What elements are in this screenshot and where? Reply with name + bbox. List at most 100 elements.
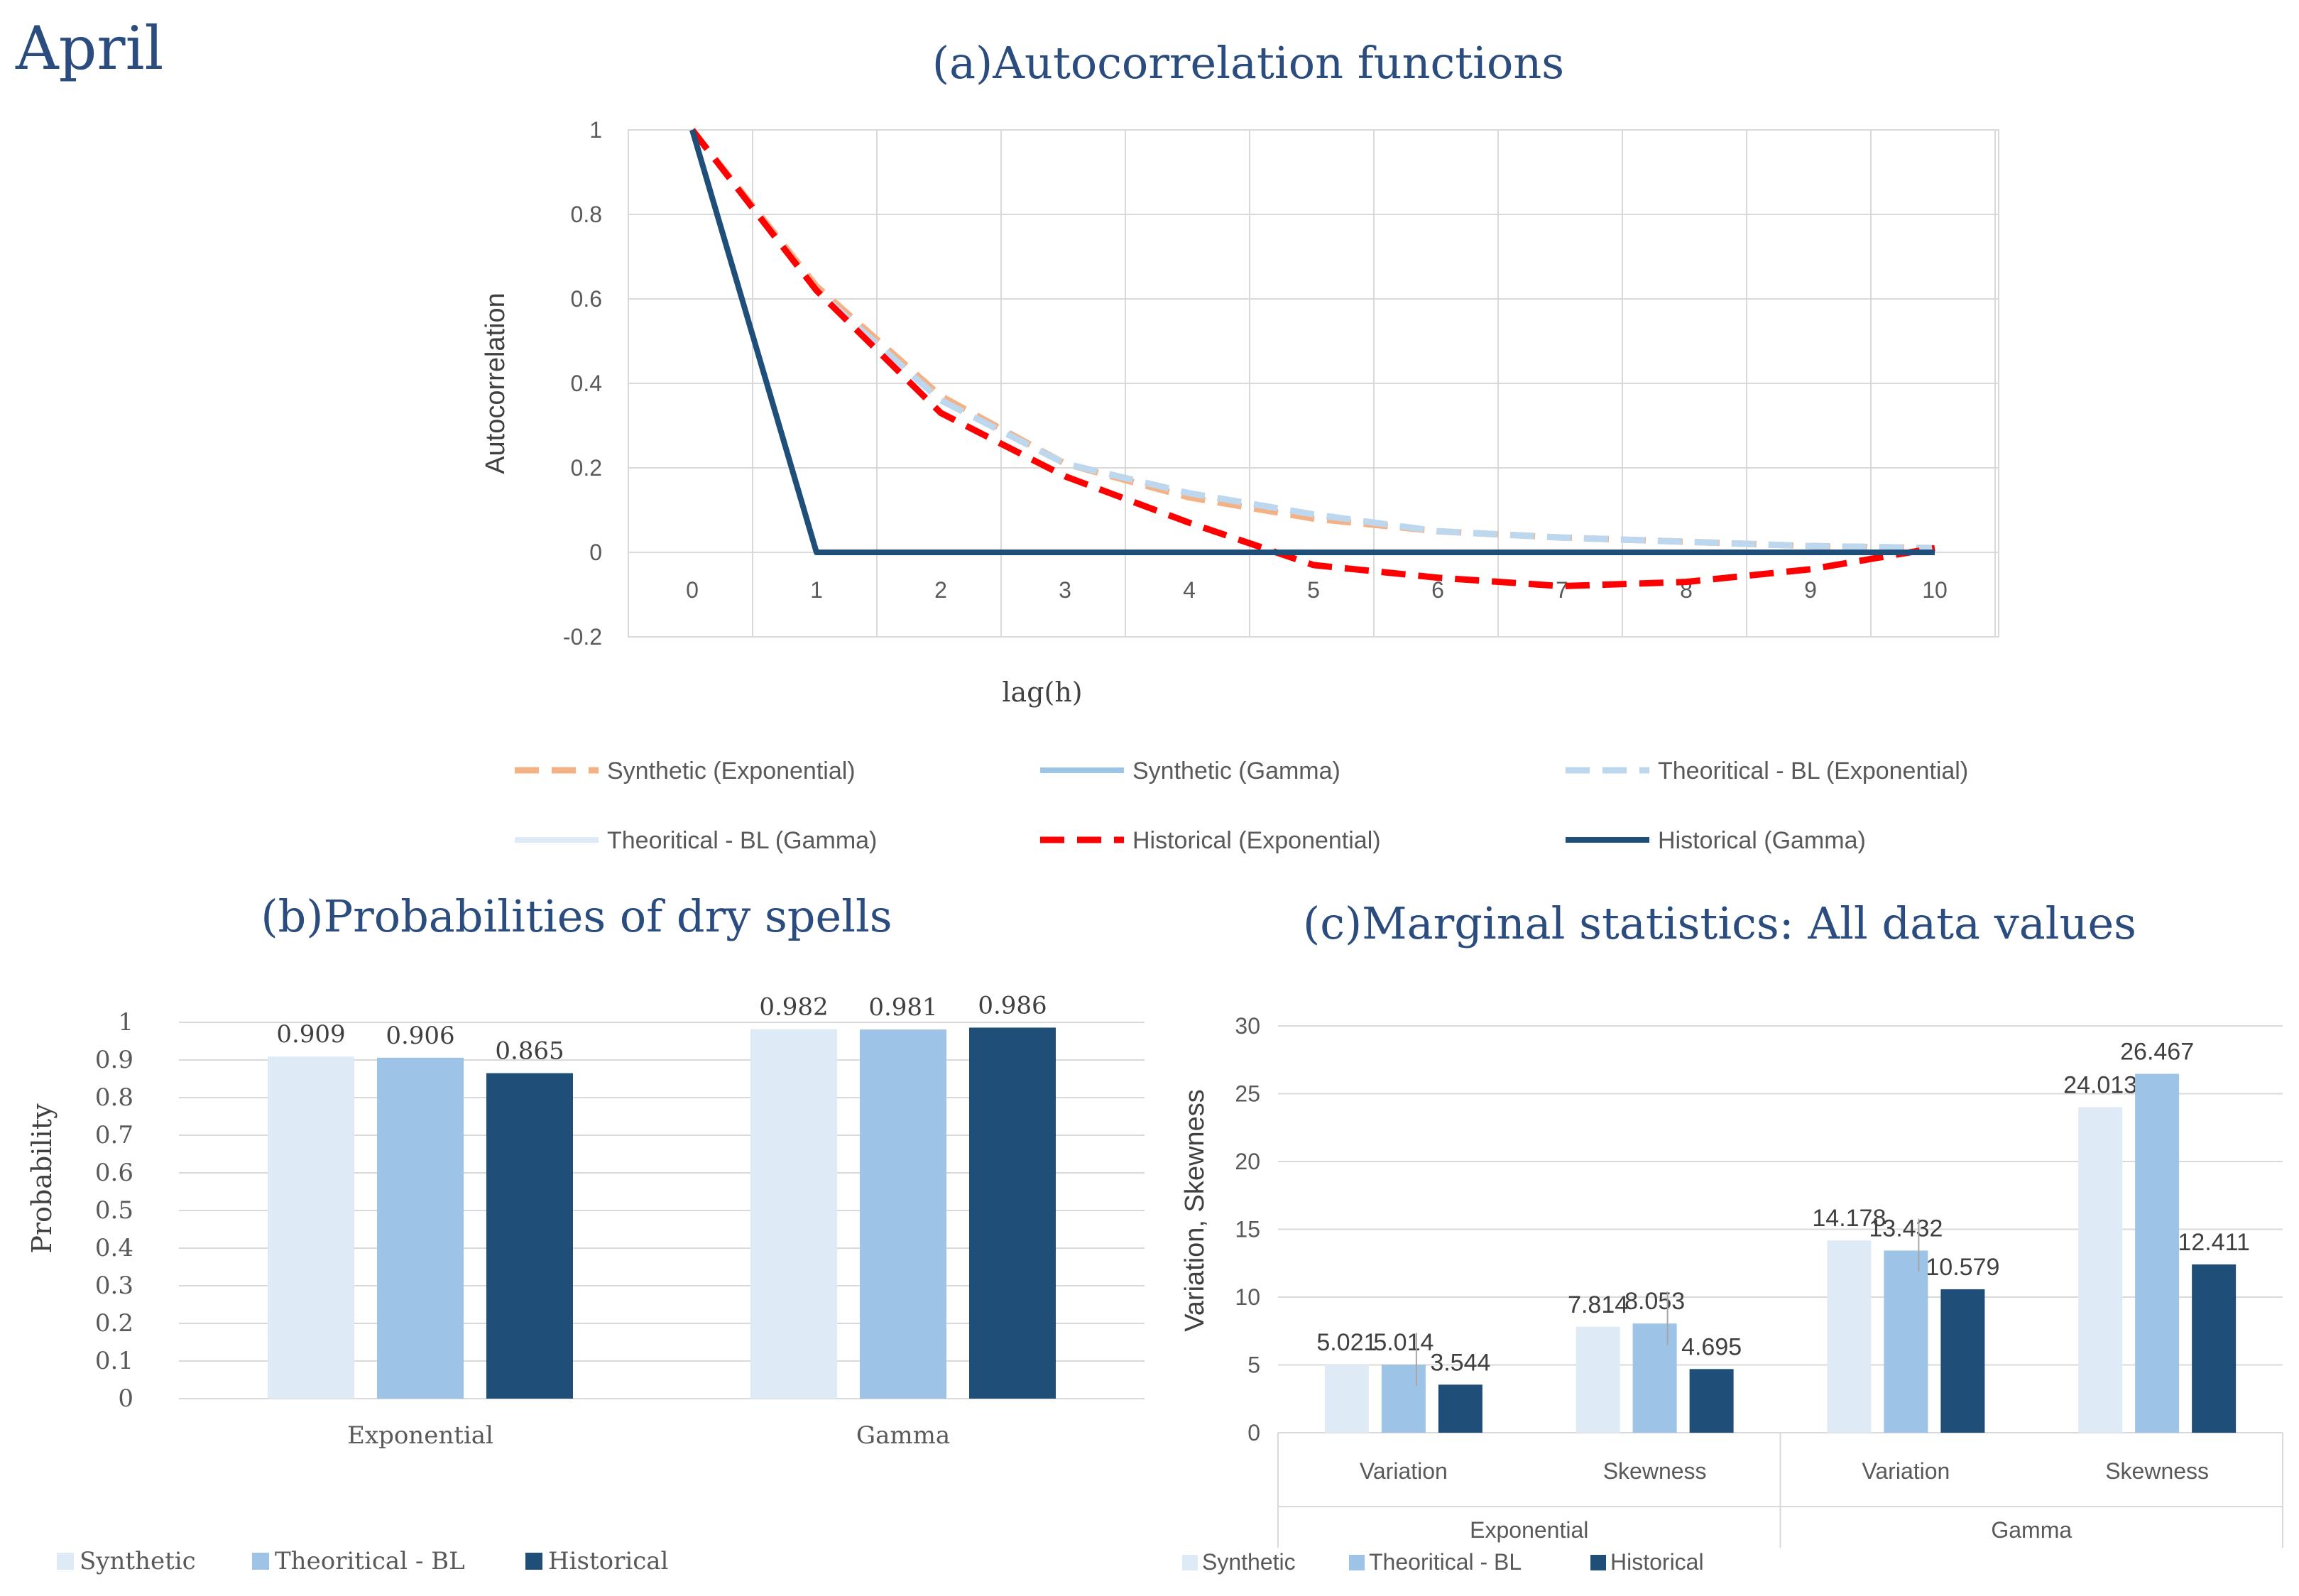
- panel-a-y-tick-label: 1: [589, 117, 602, 143]
- panel-c-bar: [1689, 1369, 1734, 1433]
- panel-c-bar: [2192, 1264, 2237, 1433]
- panel-b-category-label: Exponential: [347, 1421, 493, 1450]
- panel-b-legend-swatch: [252, 1553, 269, 1570]
- panel-b-legend-label: Theoritical - BL: [275, 1547, 465, 1575]
- panel-c-data-label: 13.432: [1869, 1215, 1943, 1242]
- panel-a-legend-label: Theoritical - BL (Gamma): [607, 827, 877, 854]
- panel-b-bar: [486, 1073, 573, 1399]
- panel-c-label: (c): [1303, 897, 1362, 949]
- panel-c-y-axis-title: Variation, Skewness: [1180, 1089, 1210, 1331]
- panel-c-y-tick-label: 15: [1235, 1217, 1260, 1242]
- panel-a-y-tick-label: 0.8: [571, 202, 602, 227]
- panel-b-legend-swatch: [57, 1553, 74, 1570]
- panel-c-data-label: 26.467: [2120, 1038, 2194, 1065]
- panel-c-y-tick-label: 25: [1235, 1081, 1260, 1107]
- panel-a-series-line-3: [689, 128, 1935, 552]
- panel-b-y-tick-label: 0.8: [95, 1083, 133, 1112]
- panel-c-bar: [1324, 1365, 1369, 1433]
- panel-b-y-tick-label: 0.7: [95, 1121, 133, 1149]
- panel-a-legend-label: Synthetic (Exponential): [607, 758, 856, 785]
- panel-c-bar: [1884, 1250, 1928, 1433]
- panel-a-x-axis-title: lag(h): [1002, 677, 1082, 708]
- panel-b-data-label: 0.986: [978, 991, 1047, 1020]
- panel-b-data-label: 0.906: [386, 1022, 454, 1050]
- panel-a-legend-label: Historical (Exponential): [1132, 827, 1381, 854]
- panel-a-y-tick-label: 0.6: [571, 286, 602, 312]
- panel-a-label: (a): [932, 37, 993, 89]
- panel-a-y-tick-label: 0.2: [571, 455, 602, 481]
- panel-c-group-label: Gamma: [1991, 1517, 2072, 1543]
- panel-c-legend: Synthetic Theoritical - BL Historical: [1182, 1549, 1704, 1575]
- panel-b-y-tick-label: 0.1: [95, 1347, 133, 1375]
- panel-a-x-tick-label: 9: [1804, 577, 1817, 603]
- panel-c-category-label: Variation: [1862, 1458, 1950, 1484]
- panel-c-group-label: Exponential: [1470, 1517, 1588, 1543]
- panel-b-y-ticks: 0 0.1 0.2 0.3 0.4 0.5 0.6 0.7 0.8 0.9 1: [95, 1008, 133, 1413]
- panel-b-y-tick-label: 0: [118, 1384, 133, 1413]
- panel-c-bar: [1381, 1365, 1426, 1433]
- panel-c-bar: [2078, 1107, 2123, 1433]
- panel-c-legend-swatch: [1590, 1555, 1606, 1570]
- panel-a: (a)Autocorrelation functions -0.2 0 0.2 0.4…: [481, 37, 1999, 854]
- panel-b-y-tick-label: 0.2: [95, 1309, 133, 1338]
- panel-a-y-tick-label: 0.4: [571, 371, 602, 396]
- panel-c-legend-label: Synthetic: [1202, 1549, 1296, 1575]
- panel-a-plot-frame: [628, 129, 1999, 638]
- panel-b-title-text: Probabilities of dry spells: [323, 890, 892, 942]
- panel-a-gridlines: [628, 129, 1999, 638]
- panel-c-data-label: 3.544: [1430, 1349, 1490, 1376]
- panel-c-legend-swatch: [1349, 1555, 1365, 1570]
- panel-a-x-tick-label: 7: [1556, 577, 1568, 603]
- panel-c-y-ticks: 0 5 10 15 20 25 30: [1235, 1013, 1260, 1445]
- panel-b-data-label: 0.909: [276, 1020, 345, 1049]
- panel-c-legend-swatch: [1182, 1555, 1198, 1570]
- panel-b-category-label: Gamma: [856, 1421, 950, 1450]
- panel-b-label: (b): [261, 890, 323, 942]
- panel-b-bar: [750, 1029, 837, 1399]
- panel-c-data-label: 5.021: [1316, 1329, 1377, 1356]
- panel-b: (b)Probabilities of dry spells 0 0.1 0.2 0.…: [26, 890, 1145, 1575]
- panel-b-bars: 0.909 0.906 0.865 0.982 0.981 0.986: [268, 991, 1056, 1399]
- panel-a-x-tick-label: 0: [686, 577, 699, 603]
- panel-a-y-axis-title: Autocorrelation: [481, 293, 510, 474]
- panel-a-y-ticks: -0.2 0 0.2 0.4 0.6 0.8 1: [563, 117, 602, 650]
- panel-a-series-line-1: [689, 128, 1935, 552]
- panel-c-data-label: 7.814: [1568, 1291, 1628, 1318]
- panel-b-data-label: 0.982: [759, 993, 828, 1022]
- panel-b-bar: [969, 1027, 1056, 1399]
- panel-b-legend-label: Synthetic: [80, 1547, 196, 1575]
- panel-a-x-ticks: 0 1 2 3 4 5 6 7 8 9 10: [686, 577, 1948, 603]
- panel-a-x-tick-label: 6: [1431, 577, 1444, 603]
- panel-c: (c)Marginal statistics: All data values …: [1180, 897, 2283, 1575]
- panel-a-x-tick-label: 10: [1922, 577, 1948, 603]
- panel-c-data-label: 8.053: [1624, 1288, 1685, 1315]
- panel-a-series-line-2: [689, 129, 1935, 555]
- panel-b-y-tick-label: 0.6: [95, 1159, 133, 1187]
- panel-a-series: [689, 128, 1935, 590]
- panel-a-title-text: Autocorrelation functions: [992, 37, 1564, 89]
- panel-c-legend-label: Historical: [1610, 1549, 1704, 1575]
- panel-a-series-line-4: [689, 129, 1935, 555]
- panel-a-x-tick-label: 4: [1183, 577, 1196, 603]
- panel-c-data-label: 10.579: [1926, 1254, 1999, 1281]
- panel-b-bar: [268, 1056, 354, 1399]
- panel-c-category-label: Variation: [1360, 1458, 1448, 1484]
- panel-a-x-tick-label: 3: [1059, 577, 1071, 603]
- panel-b-y-tick-label: 0.9: [95, 1046, 133, 1074]
- panel-b-category-labels: Exponential Gamma: [347, 1421, 950, 1450]
- panel-b-y-axis-title: Probability: [26, 1103, 58, 1254]
- panel-c-y-tick-label: 10: [1235, 1284, 1260, 1310]
- panel-a-y-tick-label: -0.2: [563, 624, 602, 650]
- panel-c-bar: [1940, 1289, 1985, 1433]
- panel-b-data-label: 0.981: [868, 993, 937, 1022]
- panel-b-y-tick-label: 0.4: [95, 1234, 133, 1262]
- panel-a-series-line-6: [689, 129, 1935, 555]
- panel-b-title: (b)Probabilities of dry spells: [261, 890, 892, 942]
- panel-a-legend-label: Historical (Gamma): [1658, 827, 1866, 854]
- panel-c-bar: [1576, 1326, 1620, 1433]
- panel-c-data-label: 5.014: [1373, 1329, 1434, 1356]
- panel-b-y-tick-label: 0.3: [95, 1272, 133, 1300]
- panel-b-bar: [377, 1057, 464, 1399]
